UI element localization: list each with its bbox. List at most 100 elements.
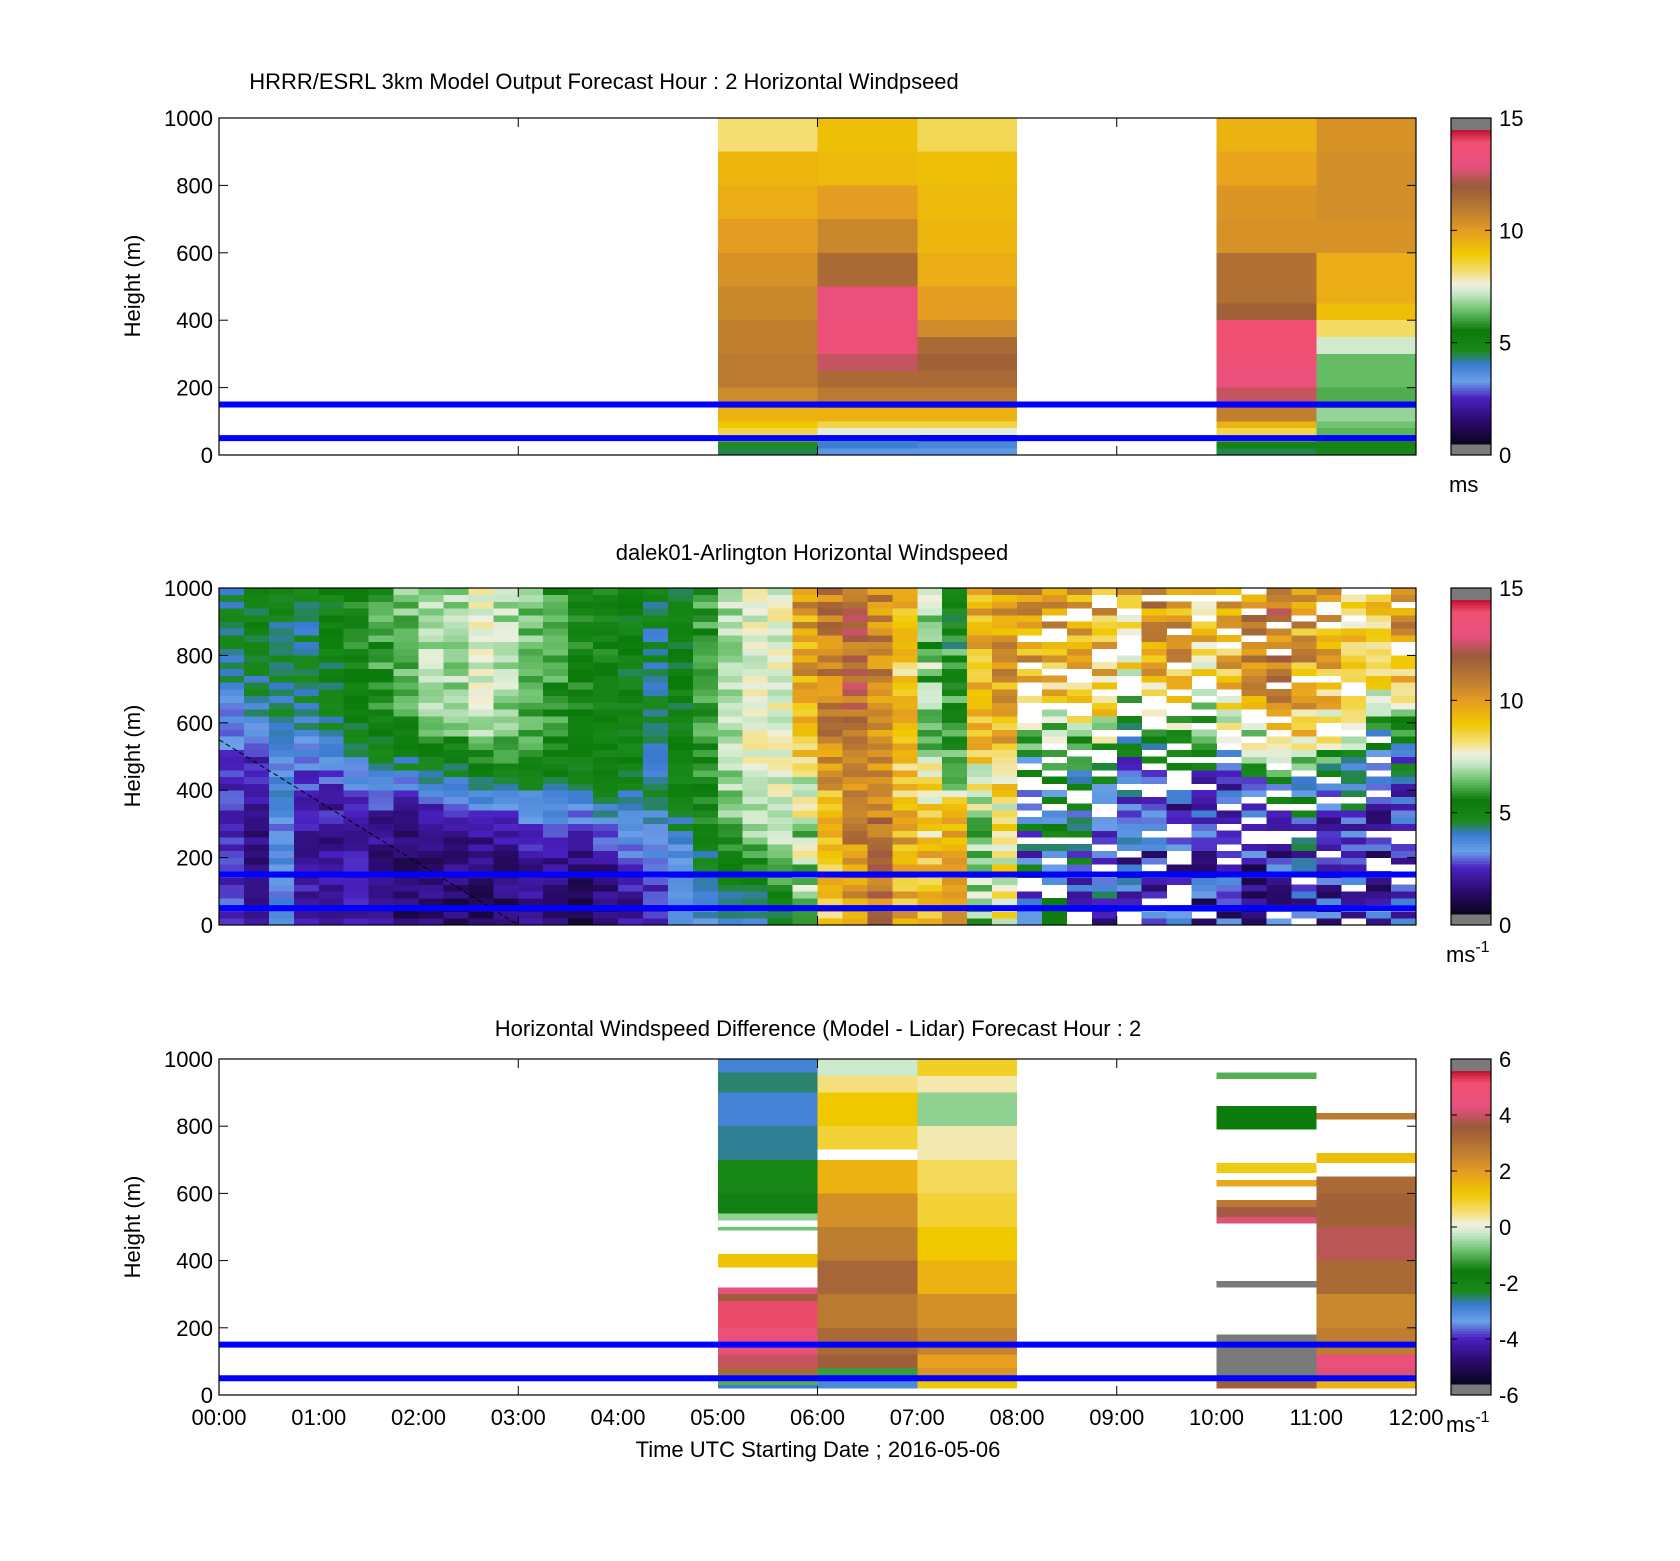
heatmap-cell	[992, 695, 1018, 703]
heatmap-cell	[243, 830, 270, 838]
heatmap-cell	[543, 709, 569, 717]
heatmap-cell	[393, 790, 419, 798]
heatmap-cell	[917, 588, 943, 596]
heatmap-cell	[243, 884, 270, 892]
heatmap-cell	[1216, 635, 1242, 643]
heatmap-cell	[992, 884, 1018, 892]
heatmap-cell	[318, 702, 344, 710]
heatmap-cell	[1316, 303, 1416, 321]
heatmap-cell	[518, 641, 544, 649]
heatmap-cell	[568, 628, 594, 636]
heatmap-cell	[393, 763, 419, 771]
colorbar-swatch	[1451, 837, 1491, 842]
y-tick-label: 400	[176, 1249, 213, 1274]
heatmap-cell	[1191, 864, 1217, 872]
heatmap-cell	[518, 736, 544, 744]
heatmap-cell	[543, 662, 569, 670]
heatmap-cell	[418, 830, 444, 838]
heatmap-cell	[892, 776, 918, 784]
heatmap-cell	[1291, 796, 1317, 804]
heatmap-cell	[867, 648, 893, 656]
heatmap-cell	[1316, 1354, 1416, 1369]
heatmap-cell	[642, 716, 669, 724]
heatmap-cell	[318, 601, 344, 609]
heatmap-cell	[842, 884, 868, 892]
colorbar-swatch	[1451, 1221, 1491, 1225]
heatmap-cell	[692, 601, 719, 609]
heatmap-cell	[368, 668, 394, 676]
colorbar-swatch	[1451, 185, 1491, 189]
heatmap-cell	[1366, 635, 1392, 643]
colorbar-swatch	[1451, 739, 1491, 744]
heatmap-cell	[568, 763, 594, 771]
heatmap-cell	[468, 716, 494, 724]
y-tick-label: 600	[176, 1181, 213, 1206]
colorbar-swatch	[1451, 1207, 1491, 1211]
heatmap-cell	[1041, 729, 1068, 737]
heatmap-cell	[393, 864, 419, 872]
heatmap-cell	[418, 722, 444, 730]
heatmap-cell	[493, 716, 519, 724]
heatmap-cell	[1141, 911, 1167, 919]
heatmap-cell	[1291, 621, 1317, 629]
heatmap-cell	[1316, 614, 1342, 622]
heatmap-cell	[368, 743, 394, 751]
heatmap-cell	[1141, 776, 1167, 784]
heatmap-cell	[1316, 1260, 1416, 1295]
heatmap-cell	[293, 621, 320, 629]
heatmap-cell	[1041, 675, 1068, 683]
heatmap-cell	[318, 844, 344, 852]
heatmap-cell	[1166, 749, 1192, 757]
heatmap-cell	[892, 628, 918, 636]
heatmap-cell	[817, 635, 843, 643]
heatmap-cell	[717, 729, 743, 737]
heatmap-cell	[867, 911, 893, 919]
heatmap-cell	[568, 769, 594, 778]
colorbar-swatch	[1451, 306, 1491, 310]
heatmap-cell	[1366, 621, 1392, 629]
colorbar-swatch	[1451, 630, 1491, 634]
heatmap-cell	[742, 837, 768, 845]
heatmap-cell	[942, 796, 968, 804]
heatmap-cell	[667, 648, 694, 656]
heatmap-cell	[343, 884, 369, 892]
heatmap-cell	[493, 682, 519, 690]
heatmap-cell	[842, 769, 868, 778]
heatmap-cell	[1366, 823, 1392, 831]
heatmap-cell	[917, 428, 1017, 435]
heatmap-cell	[667, 655, 694, 663]
heatmap-cell	[817, 353, 918, 371]
heatmap-cell	[293, 898, 320, 906]
heatmap-cell	[1191, 641, 1217, 649]
heatmap-cell	[618, 716, 644, 724]
heatmap-cell	[443, 601, 469, 609]
colorbar-swatch	[1451, 278, 1491, 282]
heatmap-cell	[1216, 736, 1242, 744]
heatmap-cell	[268, 918, 295, 926]
heatmap-cell	[568, 736, 594, 744]
heatmap-cell	[917, 803, 943, 811]
heatmap-cell	[742, 911, 768, 919]
heatmap-cell	[892, 769, 918, 778]
colorbar-swatch	[1451, 635, 1491, 640]
colorbar-swatch	[1451, 118, 1491, 122]
heatmap-cell	[219, 918, 245, 926]
heatmap-cell	[393, 641, 419, 649]
heatmap-cell	[767, 641, 793, 649]
heatmap-cell	[1341, 608, 1367, 616]
heatmap-cell	[393, 614, 419, 622]
heatmap-cell	[767, 668, 793, 676]
heatmap-cell	[1066, 877, 1093, 885]
colorbar-swatch	[1451, 1151, 1491, 1155]
heatmap-cell	[1291, 756, 1317, 764]
heatmap-cell	[243, 810, 270, 818]
heatmap-cell	[942, 675, 968, 683]
heatmap-cell	[443, 790, 469, 798]
heatmap-cell	[817, 252, 918, 287]
heatmap-cell	[692, 803, 719, 811]
heatmap-cell	[568, 689, 594, 697]
heatmap-cell	[942, 898, 968, 906]
heatmap-cell	[967, 864, 993, 872]
heatmap-cell	[293, 769, 320, 778]
heatmap-cell	[717, 662, 743, 670]
